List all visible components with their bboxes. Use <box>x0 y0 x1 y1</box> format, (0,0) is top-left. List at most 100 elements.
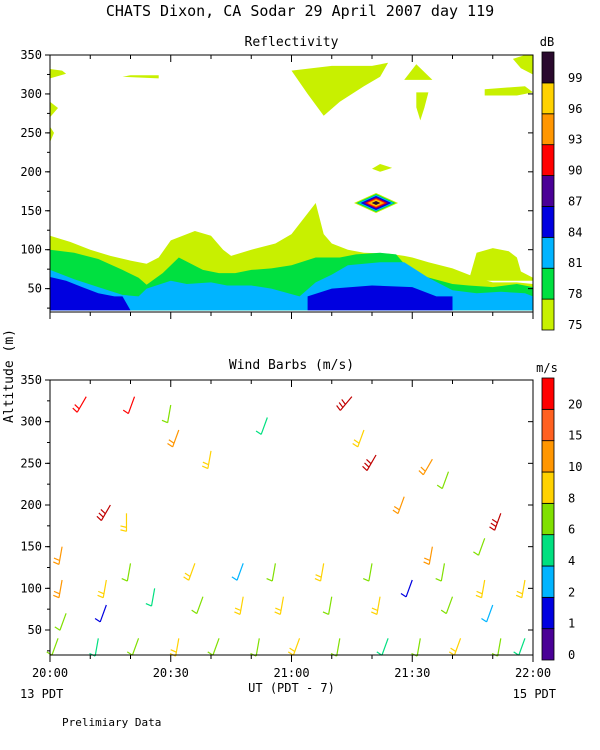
wind-barb <box>475 579 486 599</box>
colorbar-swatch <box>541 175 555 207</box>
wind-barb-shaft <box>126 563 132 582</box>
colorbar-swatch <box>541 408 555 442</box>
colorbar-label: 10 <box>568 460 582 474</box>
wind-barb-flag <box>145 603 152 607</box>
wind-barb <box>161 404 172 424</box>
wind-barb-shaft <box>236 563 244 581</box>
wind-barb-flag <box>121 578 128 582</box>
wind-barb-flag <box>476 590 483 595</box>
colorbar-swatch <box>541 298 555 331</box>
contour-region-75 <box>50 69 67 79</box>
wind-barb-flag <box>255 430 262 435</box>
colorbar-swatch <box>541 377 555 410</box>
wind-barb-flag <box>234 611 241 615</box>
wind-barb-flag <box>516 590 523 595</box>
wind-barb-flag <box>490 522 497 528</box>
wind-barb-flag <box>353 439 360 444</box>
wind-barb-shaft <box>397 496 405 514</box>
wind-barb-shaft <box>521 579 526 598</box>
colorbar-label: 93 <box>568 133 582 147</box>
wind-barb <box>255 417 268 435</box>
wind-barb-shaft <box>416 638 421 657</box>
wind-barb-shaft <box>58 546 63 565</box>
wind-barb-shaft <box>292 638 301 656</box>
wind-barb-shaft <box>357 429 365 448</box>
wind-barb-shaft <box>366 454 377 471</box>
wind-barb-flag <box>74 404 80 410</box>
colorbar-label: 90 <box>568 164 582 178</box>
wind-barb <box>411 638 421 657</box>
wind-barb-shaft <box>381 638 389 656</box>
wind-barb-flag <box>122 409 129 415</box>
wind-barb-flag <box>161 419 168 424</box>
wind-barb-flag <box>400 593 407 598</box>
contour-region-75 <box>512 55 533 75</box>
colorbar-swatch <box>541 206 555 238</box>
wind-barb-flag <box>96 515 102 522</box>
wind-barb <box>362 454 377 472</box>
wind-barb-flag <box>475 594 482 599</box>
y-axis-label: Altitude (m) <box>2 329 17 423</box>
wind-barb <box>53 579 63 599</box>
wind-barb <box>436 471 450 490</box>
wind-barb-flag <box>167 443 173 448</box>
wind-barb <box>473 538 486 556</box>
wind-barb-flag <box>371 611 378 615</box>
wind-barb-flag <box>341 399 346 405</box>
colorbar-swatch <box>541 596 555 630</box>
wind-barb-shaft <box>255 638 260 657</box>
wind-barb-flag <box>362 465 368 472</box>
colorbar-swatch <box>541 534 555 567</box>
wind-barb-shaft <box>188 563 196 581</box>
wind-barb-flag <box>53 590 60 595</box>
colorbar-label: 99 <box>568 71 582 85</box>
contour-region-84 <box>307 285 453 311</box>
wind-barb-flag <box>54 626 61 631</box>
wind-barb-shaft <box>167 404 172 423</box>
wind-barb <box>54 613 67 631</box>
wind-barb-shaft <box>172 429 180 448</box>
wind-barb <box>183 563 196 581</box>
colorbar-swatch <box>541 82 555 115</box>
y-tick-label: 300 <box>20 415 42 429</box>
wind-barb-shaft <box>405 579 413 598</box>
wind-barb-shaft <box>207 450 212 469</box>
wind-barb <box>352 429 365 448</box>
colorbar-swatch <box>541 440 555 473</box>
wind-barb <box>191 596 204 615</box>
wind-barb-flag <box>168 439 175 444</box>
contour-region-75 <box>468 248 533 281</box>
wind-barb <box>322 596 333 615</box>
wind-barb-flag <box>120 525 127 528</box>
wind-barb-flag <box>489 526 495 531</box>
colorbar-label: 1 <box>568 617 575 631</box>
wind-barb-flag <box>392 509 399 515</box>
wind-barb-shaft <box>440 563 446 582</box>
right-date-label: 15 PDT <box>513 687 556 701</box>
preliminary-note: Prelimiary Data <box>62 716 161 729</box>
wind-barb-flag <box>98 512 104 518</box>
wind-barb <box>53 546 63 565</box>
wind-barb-flag <box>191 609 198 615</box>
wind-barb <box>201 450 212 470</box>
wind-barb-shaft <box>376 596 381 615</box>
wind-barb-flag <box>481 618 487 623</box>
x-axis-label: UT (PDT - 7) <box>248 681 335 695</box>
wind-barb-shaft <box>196 596 204 614</box>
colorbar-label: 15 <box>568 429 582 443</box>
wind-barb <box>287 638 301 656</box>
wind-barb-shaft <box>239 596 244 615</box>
colorbar-label: 87 <box>568 194 582 208</box>
wind-barb-flag <box>436 484 443 490</box>
colorbar-unit: dB <box>540 35 554 49</box>
figure-title: CHATS Dixon, CA Sodar 29 April 2007 day … <box>106 2 494 20</box>
colorbar-swatch <box>541 628 555 661</box>
wind-barb-flag <box>338 402 344 408</box>
wind-barb-flag <box>440 609 447 615</box>
wind-barb-shaft <box>339 396 353 411</box>
wind-barb-flag <box>450 647 457 653</box>
wind-barb <box>448 638 462 656</box>
contour-region-75 <box>404 64 433 80</box>
wind-barb-flag <box>72 407 78 413</box>
colorbar-swatch <box>541 236 555 269</box>
